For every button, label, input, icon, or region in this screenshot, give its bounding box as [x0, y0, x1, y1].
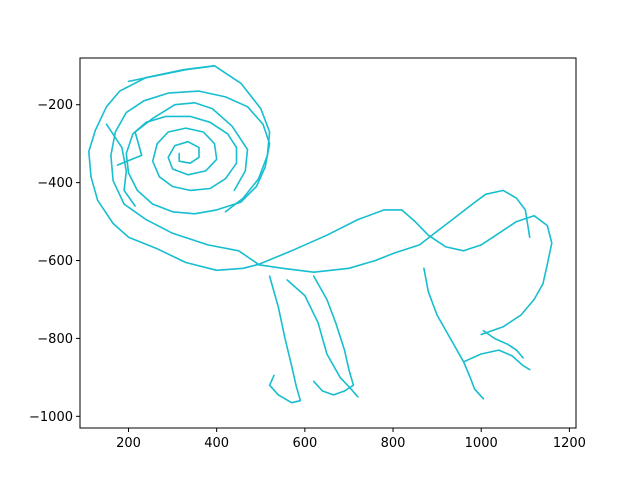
y-tick-label: −600 [37, 254, 73, 269]
x-tick-label: 1000 [465, 436, 498, 451]
plot-lines [88, 65, 553, 404]
series-line-6 [268, 275, 302, 404]
series-line-0 [88, 65, 271, 272]
series-line-2 [105, 123, 136, 207]
series-line-3 [116, 102, 249, 192]
series-line-9 [423, 267, 485, 400]
y-tick-label: −400 [37, 176, 73, 191]
x-tick-label: 800 [381, 436, 406, 451]
series-line-5 [257, 209, 553, 336]
axes-frame [79, 57, 577, 429]
x-tick-label: 600 [292, 436, 317, 451]
series-line-8 [286, 279, 359, 398]
series-line-4 [255, 189, 531, 274]
y-tick-label: −200 [37, 98, 73, 113]
series-line-10 [462, 349, 531, 371]
series-line-11 [482, 329, 524, 359]
x-axis: 200 400 600 800 1000 1200 [116, 428, 586, 451]
x-tick-label: 1200 [553, 436, 586, 451]
series-line-7 [312, 275, 355, 396]
y-tick-label: −1000 [29, 410, 73, 425]
y-tick-label: −800 [37, 332, 73, 347]
series-line-1 [127, 65, 271, 213]
x-tick-label: 400 [204, 436, 229, 451]
y-axis: −200 −400 −600 −800 −1000 [29, 98, 80, 425]
x-tick-label: 200 [116, 436, 141, 451]
